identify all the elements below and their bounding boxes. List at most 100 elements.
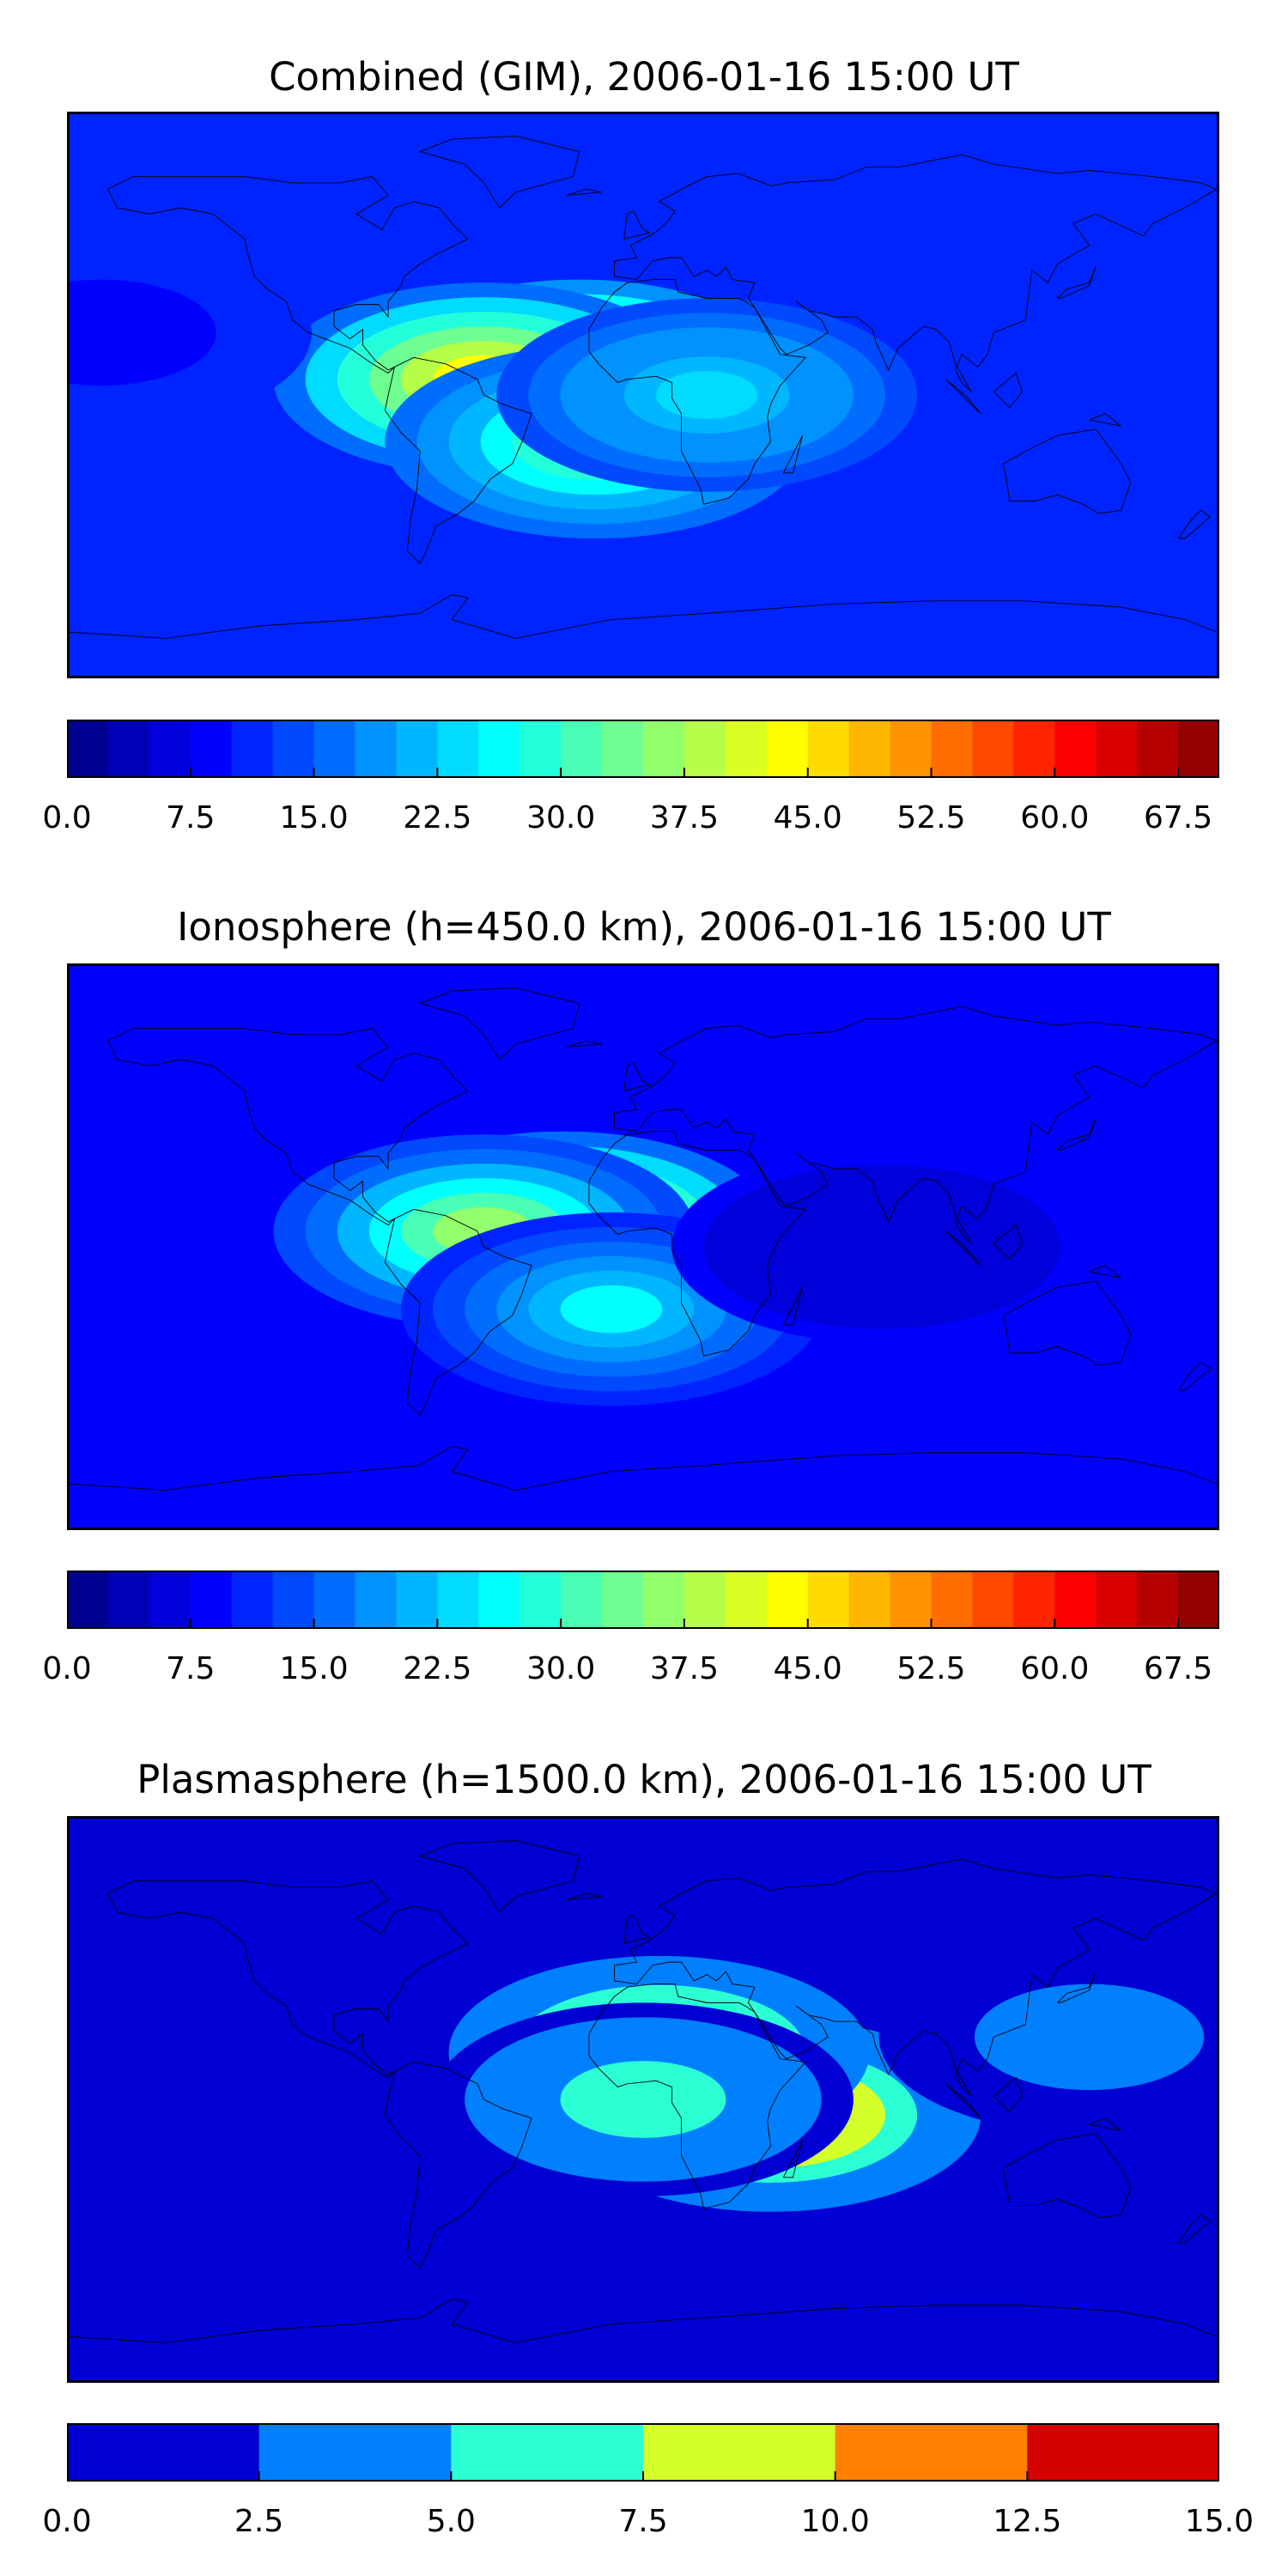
coastline-path [385,357,532,563]
coastline-path [385,1209,532,1415]
coastline-path [108,1881,468,2078]
contour-level [1038,2013,1140,2062]
colorbar-swatch [231,1571,274,1629]
coastline-path [1178,2215,1210,2243]
contour-level [592,2075,695,2123]
colorbar-tick-label: 67.5 [1143,1651,1213,1686]
coastline-path [420,1840,580,1912]
colorbar-swatch [519,1571,562,1629]
coastline-path [993,2078,1022,2112]
coastlines [70,1840,1217,2342]
colorbar-swatch [190,720,233,778]
contour-feature [496,298,918,492]
colorbar-swatch [1178,1571,1219,1629]
coastline-path [589,1132,805,1357]
colorbar-swatch [437,720,479,778]
colorbar-swatch [107,1571,150,1629]
colorbar-swatch [149,1571,191,1629]
coastline-path [420,987,580,1060]
colorbar-tick-label: 30.0 [526,800,596,835]
colorbar [67,720,1219,778]
colorbar-swatch [1013,720,1055,778]
colorbar-frame [67,720,1219,778]
colorbar-swatch [972,720,1014,778]
colorbar-swatch [890,1571,933,1629]
colorbar [67,2423,1219,2482]
colorbar-swatch [602,1571,644,1629]
colorbar-swatch [835,2423,1028,2482]
colorbar-swatch [1054,1571,1097,1629]
contour-feature [70,235,312,429]
coastlines [70,987,1217,1490]
coastline-path [946,380,981,414]
coastline-path [993,1225,1022,1260]
contour-feature [878,1940,1217,2134]
colorbar-swatch [725,1571,768,1629]
coastline-path [70,2300,1217,2343]
coastline-path [1178,510,1210,538]
map-plot [67,112,1219,678]
colorbar-swatch [1096,1571,1138,1629]
coastline-path [1057,1971,1096,2002]
colorbar-swatch [1137,1571,1179,1629]
colorbar-tick-label: 60.0 [1020,1651,1090,1686]
colorbar-swatch [931,1571,974,1629]
colorbar-swatch [519,720,562,778]
colorbar-swatch [67,1571,109,1629]
coastline-path [567,189,602,195]
coastline-path [589,1984,805,2209]
colorbar-swatch [848,720,891,778]
colorbar-swatch [478,1571,520,1629]
colorbar [67,1571,1219,1629]
colorbar-swatch [396,1571,438,1629]
colorbar-swatch [396,720,438,778]
colorbar-tick-label: 12.5 [993,2504,1062,2539]
colorbar-tick-label: 45.0 [773,1651,842,1686]
colorbar-swatch [190,1571,233,1629]
colorbar-swatch [1096,720,1138,778]
coastline-path [1003,429,1130,513]
colorbar-swatch [807,1571,850,1629]
colorbar-swatch [561,1571,603,1629]
colorbar-tick-label: 7.5 [166,1651,216,1686]
coastline-path [1003,2134,1130,2218]
coastline-path [624,1916,650,1944]
colorbar-tick-label: 2.5 [234,2504,284,2539]
colorbar-swatch [313,1571,356,1629]
colorbar-tick-label: 52.5 [896,800,966,835]
colorbar-swatch [602,720,644,778]
colorbar-swatch [67,720,109,778]
coastline-path [1090,414,1121,427]
colorbar-swatch [149,720,191,778]
colorbar-swatch [1178,720,1219,778]
colorbar-swatch [972,1571,1014,1629]
coastline-path [385,2062,532,2268]
colorbar-swatch [272,1571,315,1629]
colorbar-tick-label: 45.0 [773,800,842,835]
colorbar-frame [67,1571,1219,1629]
coastline-path [783,435,802,473]
tec-map-svg [70,1819,1217,2380]
colorbar-swatch [890,720,933,778]
colorbar-swatch [451,2423,644,2482]
colorbar-swatch [437,1571,479,1629]
colorbar-tick-label: 5.0 [426,2504,476,2539]
colorbar-swatch [766,1571,809,1629]
coastline-path [1090,1266,1121,1279]
colorbar-swatch [643,1571,685,1629]
colorbar-tick-label: 67.5 [1143,800,1213,835]
colorbar-tick-label: 52.5 [896,1651,966,1686]
colorbar-swatch [931,720,974,778]
coastline-path [567,1041,602,1047]
contour-level [70,308,153,357]
coastline-path [1003,1281,1130,1365]
colorbar-tick-label: 37.5 [649,800,719,835]
colorbar-swatch [683,1571,726,1629]
coastline-path [1057,267,1096,298]
colorbar-swatch [1054,720,1097,778]
coastline-path [783,1287,802,1325]
coastline-path [589,280,805,505]
colorbar-svg [67,2423,1219,2482]
contour-feature [433,2002,854,2196]
coastline-path [1090,2118,1121,2131]
